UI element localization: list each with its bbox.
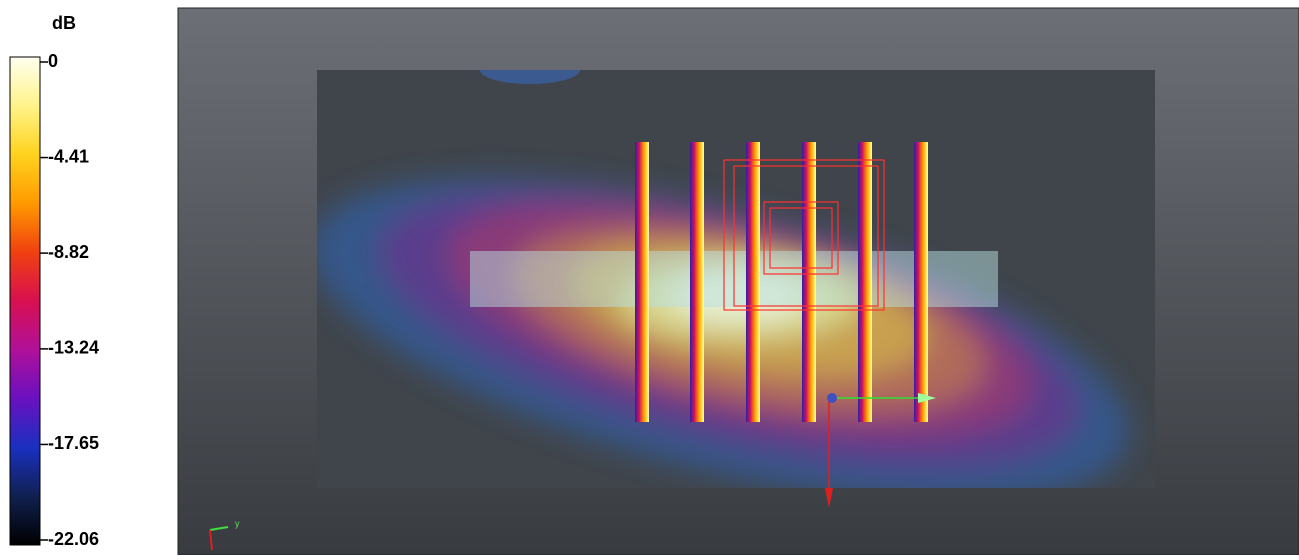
- tick-label: -13.24: [48, 338, 99, 358]
- tick-label: -8.82: [48, 242, 89, 262]
- tick-label: 0: [48, 51, 58, 71]
- axis-label: y: [235, 518, 240, 528]
- tick-label: -17.65: [48, 433, 99, 453]
- rod: [690, 142, 704, 422]
- rod: [858, 142, 872, 422]
- colorbar-title: dB: [52, 13, 76, 33]
- rod: [746, 142, 760, 422]
- tick-label: -22.06: [48, 529, 99, 549]
- rod: [635, 142, 649, 422]
- rod: [802, 142, 816, 422]
- rod: [914, 142, 928, 422]
- tick-label: -4.41: [48, 146, 89, 166]
- colorbar: [10, 57, 40, 545]
- colorbar-ticks: 0 -4.41 -8.82 -13.24 -17.65 -22.06: [40, 51, 99, 549]
- screen: y dB 0 -4.41 -8.82 -13.24 -17.65 -22.06: [0, 0, 1299, 555]
